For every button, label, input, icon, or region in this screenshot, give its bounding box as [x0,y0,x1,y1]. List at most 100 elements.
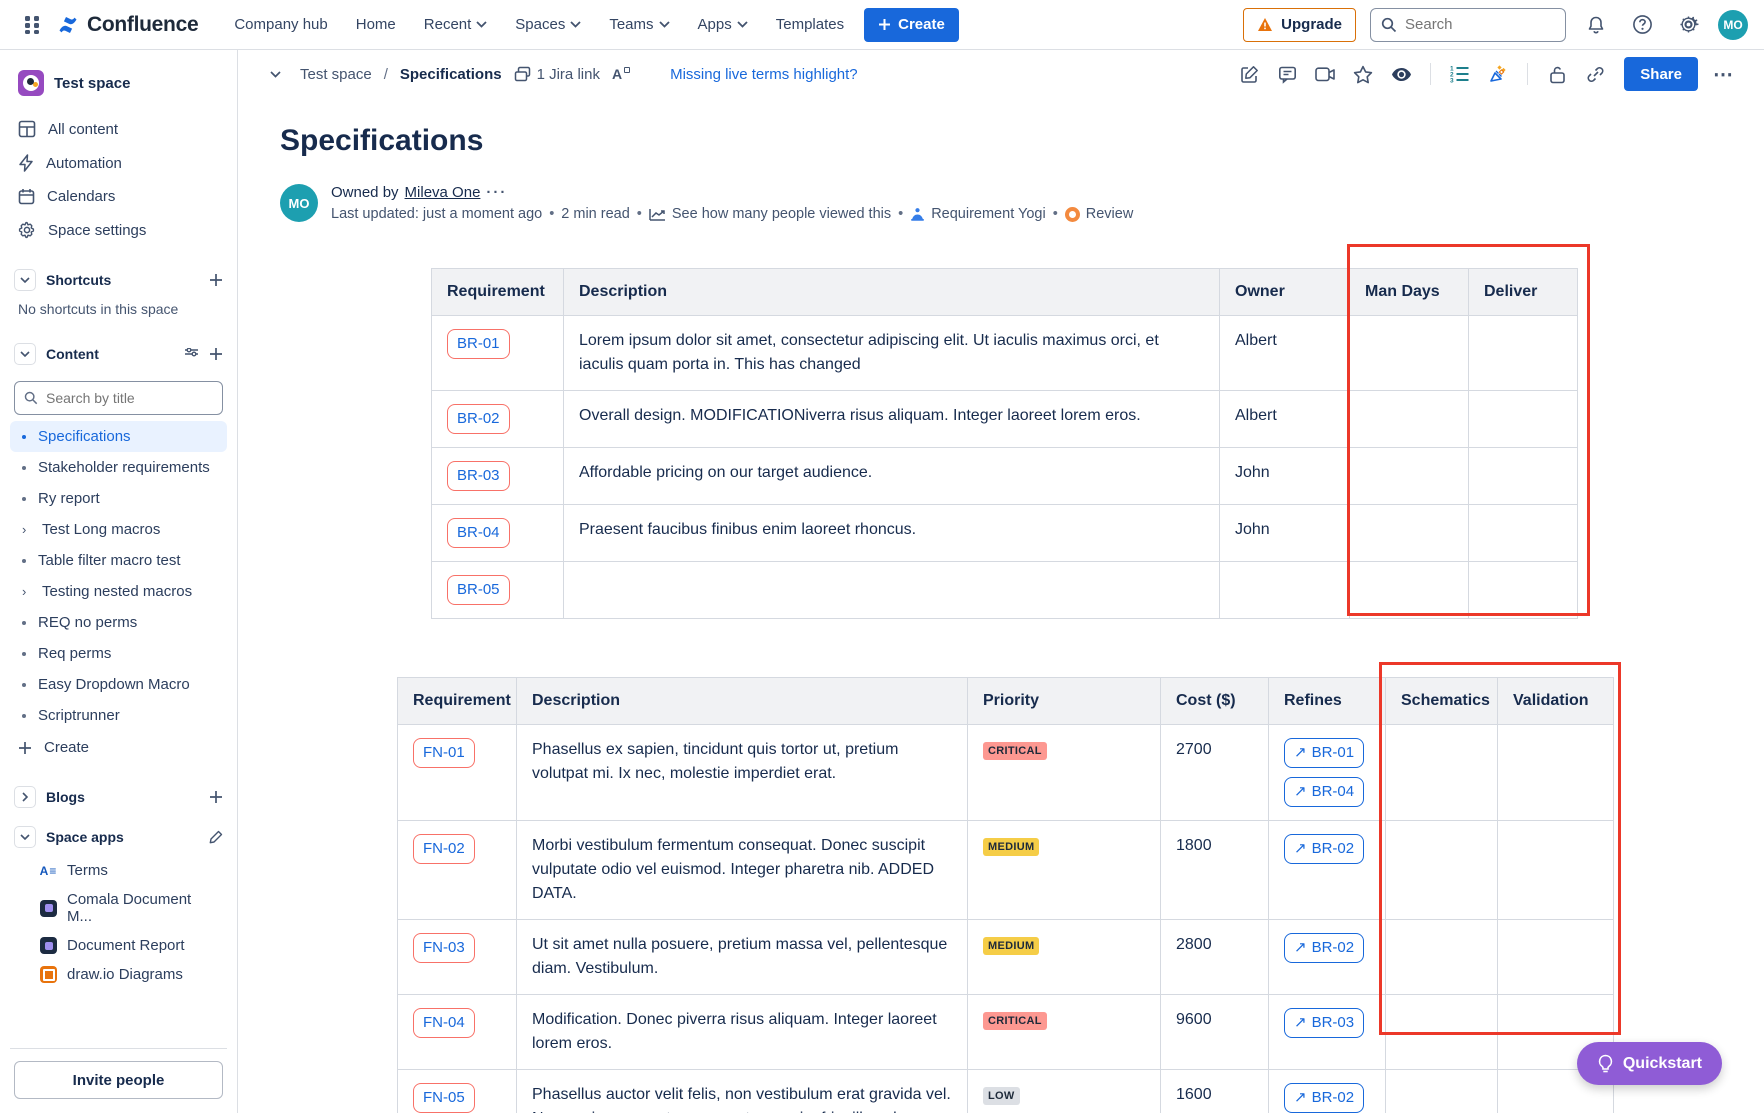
deliver-cell [1468,561,1578,619]
space-header[interactable]: Test space [10,64,227,102]
settings-gear-icon[interactable] [1672,9,1704,41]
jira-links-chip[interactable]: 1 Jira link [514,66,600,83]
requirement-pill[interactable]: FN-02 [413,834,475,864]
search-icon [24,391,38,405]
sidebar-page-test-long-macros[interactable]: › Test Long macros [22,521,161,538]
unlock-icon[interactable] [1540,58,1574,90]
space-app-drawio[interactable]: draw.io Diagrams [10,960,227,989]
edit-page-icon[interactable] [1232,58,1266,90]
beta-feedback-icon[interactable] [1481,58,1515,90]
app-switcher-icon[interactable] [16,9,48,41]
nav-templates[interactable]: Templates [775,16,845,33]
user-avatar[interactable]: MO [1718,9,1748,40]
requirement-pill[interactable]: FN-05 [413,1083,475,1113]
quickstart-button[interactable]: Quickstart [1576,1042,1722,1085]
edit-space-apps-icon[interactable] [209,830,223,844]
requirement-pill[interactable]: BR-03 [447,461,510,491]
add-content-icon[interactable] [209,347,223,361]
refines-link-pill[interactable]: ↗ BR-03 [1284,1008,1365,1038]
upgrade-button[interactable]: Upgrade [1243,7,1356,42]
blogs-expand-icon[interactable] [14,786,36,808]
comala-document-icon [40,899,57,917]
add-shortcut-icon[interactable] [209,273,223,287]
nav-home[interactable]: Home [355,16,396,33]
content-filter-icon[interactable] [184,348,199,360]
watch-eye-icon[interactable] [1384,58,1418,90]
invite-people-button[interactable]: Invite people [14,1061,223,1099]
sidebar-page-testing-nested-macros[interactable]: › Testing nested macros [22,583,193,600]
owner-avatar[interactable]: MO [280,184,318,222]
content-search-input[interactable] [46,390,196,406]
copy-link-icon[interactable] [1578,58,1612,90]
northeast-arrow-icon: ↗ [1294,1014,1307,1031]
page-tree-collapse-icon[interactable] [262,58,288,90]
sidebar-page-stakeholder-requirements[interactable]: Stakeholder requirements [10,452,227,483]
schematics-cell [1385,994,1498,1070]
owner-more-icon[interactable]: ··· [486,184,508,201]
sidebar-item-all-content[interactable]: All content [10,112,227,146]
requirement-pill[interactable]: BR-02 [447,404,510,434]
nav-recent[interactable]: Recent [414,8,498,41]
search-input[interactable] [1405,16,1545,33]
content-search[interactable] [14,381,223,415]
notifications-icon[interactable] [1580,9,1612,41]
nav-spaces[interactable]: Spaces [505,8,591,41]
requirement-pill[interactable]: FN-01 [413,738,475,768]
sidebar-item-calendars[interactable]: Calendars [10,180,227,213]
glossary-icon[interactable]: A [612,66,631,82]
refines-link-pill[interactable]: ↗ BR-02 [1284,834,1365,864]
missing-live-terms-link[interactable]: Missing live terms highlight? [670,65,858,83]
sidebar-item-space-settings[interactable]: Space settings [10,213,227,247]
share-button[interactable]: Share [1624,57,1698,91]
description-cell: Morbi vestibulum fermentum consequat. Do… [516,820,968,920]
nav-teams[interactable]: Teams [599,8,679,41]
nav-company-hub[interactable]: Company hub [234,16,328,33]
space-app-comala-document[interactable]: Comala Document M... [10,885,227,931]
sidebar-page-table-filter-macro-test[interactable]: Table filter macro test [10,545,227,576]
views-link[interactable]: See how many people viewed this [649,206,891,222]
refines-link-pill[interactable]: ↗ BR-02 [1284,1083,1365,1113]
global-search[interactable] [1370,7,1566,42]
refines-link-pill[interactable]: ↗ BR-01 [1284,738,1365,768]
refines-link-pill[interactable]: ↗ BR-02 [1284,933,1365,963]
add-blog-icon[interactable] [209,790,223,804]
breadcrumb-space[interactable]: Test space [300,65,372,83]
automation-icon [19,154,33,172]
favorite-star-icon[interactable] [1346,58,1380,90]
requirement-pill[interactable]: FN-03 [413,933,475,963]
sidebar-page-req-perms[interactable]: Req perms [10,638,227,669]
more-actions-icon[interactable]: ⋯ [1713,63,1733,86]
breadcrumb-bar: Test space / Specifications 1 Jira link … [238,50,1764,98]
help-icon[interactable] [1626,9,1658,41]
sidebar-page-easy-dropdown-macro[interactable]: Easy Dropdown Macro [10,669,227,700]
requirement-pill[interactable]: FN-04 [413,1008,475,1038]
content-collapse-icon[interactable] [14,343,36,365]
space-apps-collapse-icon[interactable] [14,826,36,848]
space-app-document-report[interactable]: Document Report [10,931,227,960]
nav-apps[interactable]: Apps [688,8,758,41]
requirement-pill[interactable]: BR-01 [447,329,510,359]
requirement-pill[interactable]: BR-05 [447,575,510,605]
shortcuts-collapse-icon[interactable] [14,269,36,291]
space-app-terms[interactable]: A≡ Terms [39,862,108,879]
sidebar-create-page[interactable]: Create [10,731,227,764]
confluence-logo[interactable]: Confluence [56,13,199,37]
expand-chevron-icon: › [22,522,27,537]
review-status[interactable]: Review [1064,206,1133,222]
record-video-icon[interactable] [1308,58,1342,90]
create-button[interactable]: Create [864,7,959,42]
sidebar-page-specifications[interactable]: Specifications [10,421,227,452]
sidebar-page-scriptrunner[interactable]: Scriptrunner [10,700,227,731]
svg-text:2: 2 [1450,72,1454,79]
sidebar-item-automation[interactable]: Automation [10,146,227,180]
owner-cell: John [1219,447,1350,505]
requirement-pill[interactable]: BR-04 [447,518,510,548]
requirement-yogi-link[interactable]: Requirement Yogi [910,206,1046,222]
sidebar-page-ry-report[interactable]: Ry report [10,483,227,514]
owner-link[interactable]: Mileva One [404,184,481,201]
sidebar-page-req-no-perms[interactable]: REQ no perms [10,607,227,638]
comments-icon[interactable] [1270,58,1304,90]
refines-link-pill[interactable]: ↗ BR-04 [1284,777,1365,807]
cost-cell: 9600 [1160,994,1269,1070]
